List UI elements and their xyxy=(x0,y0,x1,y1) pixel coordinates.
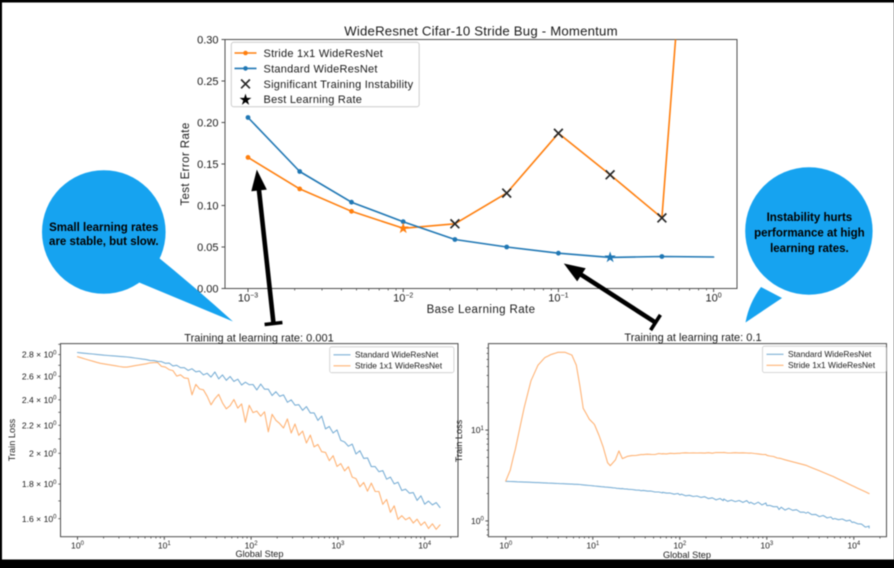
svg-text:103: 103 xyxy=(760,541,774,551)
svg-text:Best Learning Rate: Best Learning Rate xyxy=(264,94,363,106)
svg-text:Train Loss: Train Loss xyxy=(454,419,464,462)
svg-text:Small learning rates: Small learning rates xyxy=(49,222,158,234)
svg-text:performance at high: performance at high xyxy=(754,227,865,239)
svg-text:Standard WideResNet: Standard WideResNet xyxy=(788,349,872,359)
svg-text:0.10: 0.10 xyxy=(197,200,218,212)
svg-text:100: 100 xyxy=(471,516,485,526)
svg-text:WideResnet Cifar-10 Stride Bug: WideResnet Cifar-10 Stride Bug - Momentu… xyxy=(344,24,618,39)
svg-text:2.6 × 100: 2.6 × 100 xyxy=(22,371,57,381)
svg-text:Training at learning rate: 0.1: Training at learning rate: 0.1 xyxy=(624,332,761,344)
svg-text:Significant Training Instabili: Significant Training Instability xyxy=(264,79,414,91)
svg-text:1.8 × 100: 1.8 × 100 xyxy=(22,479,57,489)
svg-text:learning rates.: learning rates. xyxy=(770,243,849,255)
svg-text:Base Learning Rate: Base Learning Rate xyxy=(427,304,536,316)
svg-text:Training at learning rate: 0.0: Training at learning rate: 0.001 xyxy=(184,332,333,344)
svg-text:104: 104 xyxy=(418,541,432,551)
svg-text:101: 101 xyxy=(158,541,172,551)
svg-text:0.00: 0.00 xyxy=(197,283,218,295)
svg-text:0.30: 0.30 xyxy=(197,34,218,46)
svg-text:101: 101 xyxy=(471,425,485,435)
svg-text:2 × 100: 2 × 100 xyxy=(29,448,57,458)
svg-text:1.6 × 100: 1.6 × 100 xyxy=(22,514,57,524)
svg-text:104: 104 xyxy=(847,541,861,551)
svg-text:Stride 1x1 WideResNet: Stride 1x1 WideResNet xyxy=(264,48,384,60)
svg-text:0.15: 0.15 xyxy=(197,159,218,171)
svg-text:Train Loss: Train Loss xyxy=(7,418,17,461)
svg-text:Instability hurts: Instability hurts xyxy=(767,212,853,224)
svg-text:Standard WideResNet: Standard WideResNet xyxy=(355,350,439,360)
svg-text:2.2 × 100: 2.2 × 100 xyxy=(22,420,57,430)
svg-text:100: 100 xyxy=(499,541,513,551)
svg-text:Stride 1x1 WideResNet: Stride 1x1 WideResNet xyxy=(355,361,443,371)
svg-text:0.20: 0.20 xyxy=(197,117,218,129)
svg-text:101: 101 xyxy=(586,541,600,551)
svg-text:Global Step: Global Step xyxy=(235,549,283,559)
svg-text:102: 102 xyxy=(673,541,687,551)
svg-text:are stable, but slow.: are stable, but slow. xyxy=(49,236,159,248)
svg-text:0.25: 0.25 xyxy=(197,76,218,88)
svg-text:Global Step: Global Step xyxy=(663,550,711,560)
svg-text:2.4 × 100: 2.4 × 100 xyxy=(22,395,57,405)
svg-text:100: 100 xyxy=(706,292,722,304)
svg-text:103: 103 xyxy=(331,541,345,551)
svg-text:100: 100 xyxy=(71,541,85,551)
svg-text:0.05: 0.05 xyxy=(197,242,218,254)
svg-text:Standard WideResNet: Standard WideResNet xyxy=(264,63,378,75)
svg-text:Test Error Rate: Test Error Rate xyxy=(180,122,192,205)
svg-text:2.8 × 100: 2.8 × 100 xyxy=(22,350,57,360)
svg-text:102: 102 xyxy=(245,541,259,551)
svg-text:Stride 1x1 WideResNet: Stride 1x1 WideResNet xyxy=(788,360,876,370)
